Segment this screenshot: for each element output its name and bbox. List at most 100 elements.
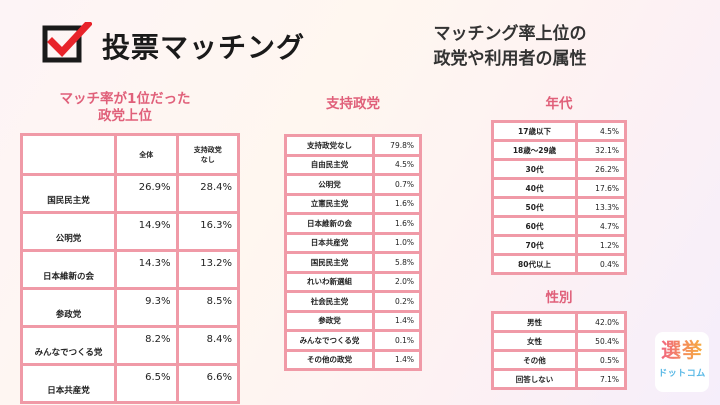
- table-row: みんなでつくる党 0.1%: [284, 329, 422, 352]
- gender-value: 7.1%: [575, 368, 627, 390]
- age-group: 30代: [491, 158, 578, 180]
- value-no-party: 8.4%: [175, 325, 240, 366]
- value-all: 9.3%: [114, 287, 179, 328]
- header-no-party-line-1: 支持政党: [193, 145, 222, 154]
- party-name: 公明党: [284, 173, 375, 196]
- gender-title-text: 性別: [545, 290, 573, 306]
- age-group: 80代以上: [491, 253, 578, 275]
- table-row: 70代 1.2%: [491, 234, 627, 256]
- party-name: その他の政党: [284, 348, 375, 371]
- table-row: 社会民主党 0.2%: [284, 290, 422, 313]
- support-title-text: 支持政党: [326, 96, 380, 112]
- age-group: 70代: [491, 234, 578, 256]
- table-row: 日本共産党 1.0%: [284, 231, 422, 254]
- party-name: 日本共産党: [284, 231, 375, 254]
- age-group: 50代: [491, 196, 578, 218]
- party-name: 国民民主党: [20, 173, 117, 214]
- table-row: その他の政党 1.4%: [284, 348, 422, 371]
- brand-logo: 選挙 ドットコム: [655, 332, 709, 392]
- party-value: 0.7%: [372, 173, 422, 196]
- value-all: 14.3%: [114, 249, 179, 290]
- page-headline: マッチング率上位の 政党や利用者の属性: [395, 22, 625, 72]
- age-group: 60代: [491, 215, 578, 237]
- table-row: 自由民主党 4.5%: [284, 153, 422, 176]
- value-all: 6.5%: [114, 363, 179, 404]
- party-name: 公明党: [20, 211, 117, 252]
- party-name: みんなでつくる党: [284, 329, 375, 352]
- table-row: 50代 13.3%: [491, 196, 627, 218]
- age-value: 4.7%: [575, 215, 627, 237]
- table-row: 国民民主党 5.8%: [284, 251, 422, 274]
- top-match-title-line-2: 政党上位: [98, 108, 152, 124]
- party-value: 1.4%: [372, 348, 422, 371]
- party-name: 支持政党なし: [284, 134, 375, 157]
- age-value: 4.5%: [575, 120, 627, 142]
- check-box-icon: [42, 22, 92, 63]
- value-no-party: 13.2%: [175, 249, 240, 290]
- age-value: 0.4%: [575, 253, 627, 275]
- header-no-party: 支持政党 なし: [175, 133, 240, 176]
- table-row: みんなでつくる党 8.2% 8.4%: [20, 325, 240, 366]
- table-row: 立憲民主党 1.6%: [284, 192, 422, 215]
- top-match-title-line-1: マッチ率が1位だった: [59, 91, 191, 107]
- party-name: 日本共産党: [20, 363, 117, 404]
- party-value: 0.1%: [372, 329, 422, 352]
- table-row: 回答しない 7.1%: [491, 368, 627, 390]
- age-value: 32.1%: [575, 139, 627, 161]
- gender-group: 回答しない: [491, 368, 578, 390]
- table-row: 80代以上 0.4%: [491, 253, 627, 275]
- age-value: 26.2%: [575, 158, 627, 180]
- party-name: みんなでつくる党: [20, 325, 117, 366]
- party-name: 国民民主党: [284, 251, 375, 274]
- party-name: 日本維新の会: [20, 249, 117, 290]
- value-all: 8.2%: [114, 325, 179, 366]
- value-no-party: 8.5%: [175, 287, 240, 328]
- table-row: 男性 42.0%: [491, 311, 627, 333]
- party-name: 参政党: [20, 287, 117, 328]
- party-value: 1.4%: [372, 309, 422, 332]
- app-logo: 投票マッチング: [42, 18, 332, 74]
- age-value: 1.2%: [575, 234, 627, 256]
- table-row: 公明党 14.9% 16.3%: [20, 211, 240, 252]
- table-row: 60代 4.7%: [491, 215, 627, 237]
- party-name: 立憲民主党: [284, 192, 375, 215]
- party-name: 日本維新の会: [284, 212, 375, 235]
- table-row: 参政党 9.3% 8.5%: [20, 287, 240, 328]
- table-row: 18歳〜29歳 32.1%: [491, 139, 627, 161]
- gender-group: その他: [491, 349, 578, 371]
- party-name: れいわ新選組: [284, 270, 375, 293]
- age-table: 17歳以下 4.5% 18歳〜29歳 32.1% 30代 26.2% 40代 17.6%…: [491, 120, 627, 275]
- gender-group: 男性: [491, 311, 578, 333]
- header-all: 全体: [114, 133, 179, 176]
- headline-line-1: マッチング率上位の: [433, 24, 587, 44]
- party-value: 1.0%: [372, 231, 422, 254]
- gender-value: 50.4%: [575, 330, 627, 352]
- gender-table: 男性 42.0% 女性 50.4% その他 0.5% 回答しない 7.1%: [491, 311, 627, 390]
- table-row: 支持政党なし 79.8%: [284, 134, 422, 157]
- gender-value: 0.5%: [575, 349, 627, 371]
- gender-title: 性別: [491, 290, 627, 307]
- party-value: 5.8%: [372, 251, 422, 274]
- party-value: 1.6%: [372, 192, 422, 215]
- support-table: 支持政党なし 79.8% 自由民主党 4.5% 公明党 0.7% 立憲民主党 1.6% …: [284, 134, 422, 371]
- table-row: 17歳以下 4.5%: [491, 120, 627, 142]
- table-row: 参政党 1.4%: [284, 309, 422, 332]
- table-row: 40代 17.6%: [491, 177, 627, 199]
- party-name: 自由民主党: [284, 153, 375, 176]
- header-blank-cell: [20, 133, 117, 176]
- table-header-row: 全体 支持政党 なし: [20, 133, 240, 176]
- table-row: その他 0.5%: [491, 349, 627, 371]
- table-row: 日本維新の会 14.3% 13.2%: [20, 249, 240, 290]
- party-value: 0.2%: [372, 290, 422, 313]
- header-no-party-line-2: なし: [200, 155, 215, 164]
- top-match-table: 全体 支持政党 なし 国民民主党 26.9% 28.4% 公明党 14.9% 1…: [20, 133, 240, 404]
- value-no-party: 28.4%: [175, 173, 240, 214]
- age-group: 18歳〜29歳: [491, 139, 578, 161]
- party-value: 79.8%: [372, 134, 422, 157]
- brand-logo-main: 選挙: [655, 334, 709, 363]
- table-row: 公明党 0.7%: [284, 173, 422, 196]
- age-group: 40代: [491, 177, 578, 199]
- party-value: 4.5%: [372, 153, 422, 176]
- value-all: 26.9%: [114, 173, 179, 214]
- gender-group: 女性: [491, 330, 578, 352]
